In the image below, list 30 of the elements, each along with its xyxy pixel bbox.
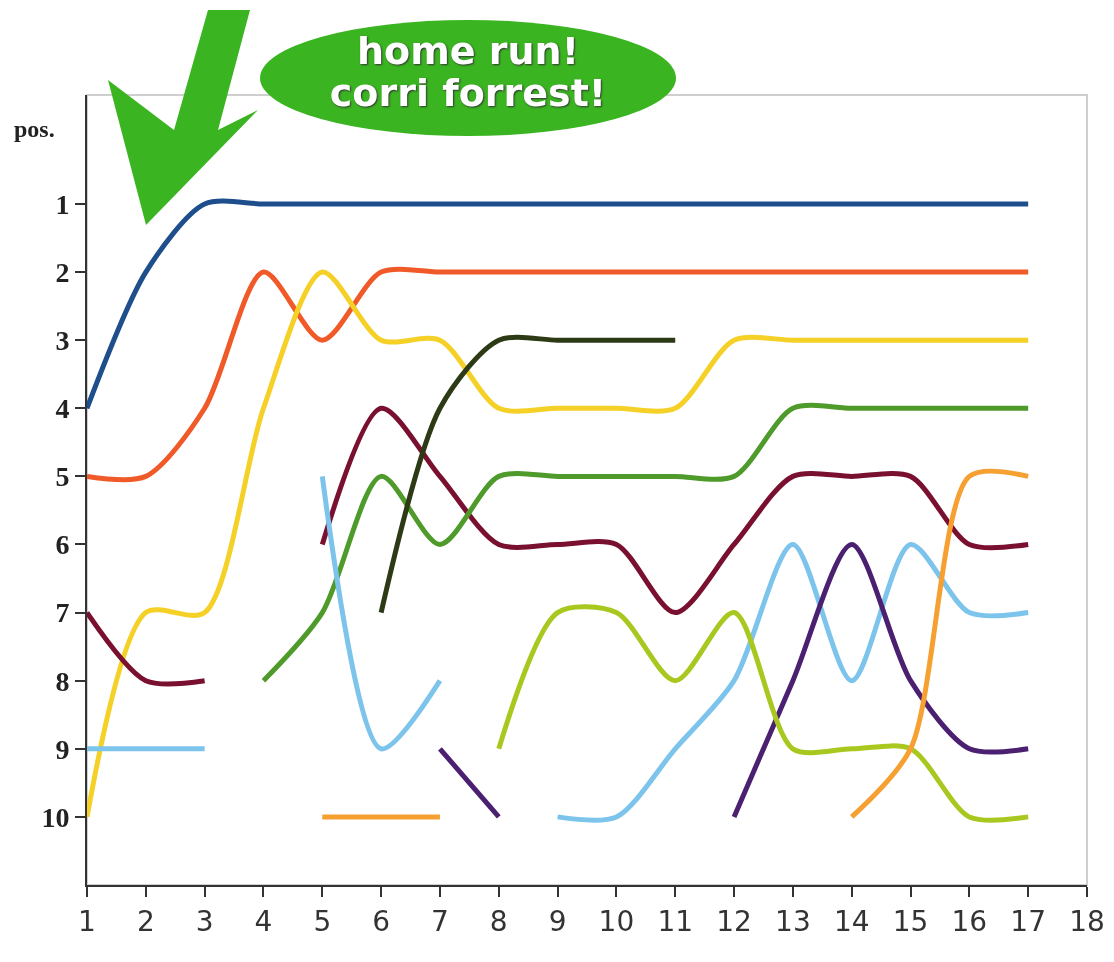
y-tick-label: 10 xyxy=(41,801,70,833)
y-tick-label: 3 xyxy=(55,324,70,356)
x-tick-label: 12 xyxy=(716,904,752,938)
y-tick-label: 9 xyxy=(55,733,70,765)
x-tick-label: 15 xyxy=(892,904,929,938)
x-tick-label: 11 xyxy=(657,904,694,938)
y-tick-label: 5 xyxy=(55,461,70,493)
annotation: home run! corri forrest! xyxy=(328,29,608,115)
x-tick-label: 1 xyxy=(78,904,96,938)
x-tick-label: 7 xyxy=(431,904,449,938)
x-tick-label: 6 xyxy=(372,904,391,938)
y-tick-label: 2 xyxy=(55,256,70,288)
y-axis-title: pos. xyxy=(14,116,55,142)
x-tick-label: 14 xyxy=(833,904,870,938)
x-tick-label: 8 xyxy=(489,904,508,938)
y-tick-label: 8 xyxy=(55,665,70,697)
x-tick-label: 9 xyxy=(548,904,567,938)
y-tick-label: 6 xyxy=(55,529,70,561)
x-tick-label: 17 xyxy=(1010,904,1046,938)
x-tick-label: 18 xyxy=(1069,904,1105,938)
y-tick-label: 7 xyxy=(55,597,70,629)
x-tick-label: 10 xyxy=(598,904,635,938)
x-tick-label: 2 xyxy=(136,904,155,938)
x-tick-label: 4 xyxy=(254,904,273,938)
x-tick-label: 16 xyxy=(951,904,988,938)
y-tick-label: 1 xyxy=(55,188,70,220)
x-tick-label: 5 xyxy=(313,904,332,938)
x-tick-label: 3 xyxy=(195,904,214,938)
y-tick-label: 4 xyxy=(55,393,70,425)
x-tick-label: 13 xyxy=(775,904,811,938)
